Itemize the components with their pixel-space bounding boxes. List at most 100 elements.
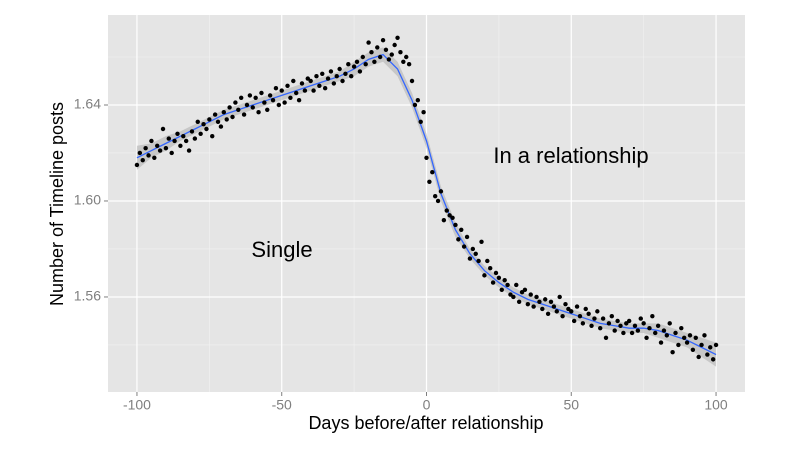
point (560, 313, 565, 319)
point (314, 73, 319, 79)
point (554, 309, 559, 314)
annotation: Single (251, 237, 312, 262)
point (647, 325, 652, 331)
points-layer (134, 35, 719, 362)
point (626, 318, 632, 324)
point (435, 198, 441, 204)
point (302, 88, 308, 93)
y-axis-title: Number of Timeline posts (47, 102, 67, 306)
point (612, 328, 617, 333)
point (354, 59, 360, 64)
point (294, 90, 299, 96)
point (247, 93, 253, 98)
point (684, 340, 690, 345)
point (157, 148, 163, 153)
point (641, 321, 646, 326)
point (531, 304, 536, 309)
point (705, 352, 710, 357)
point (186, 148, 192, 153)
point (543, 297, 548, 302)
point (606, 321, 612, 326)
point (320, 71, 325, 76)
point (586, 311, 591, 316)
point (632, 323, 638, 328)
point (525, 301, 531, 307)
point (296, 97, 302, 103)
x-tick-label: 100 (704, 397, 728, 413)
point (444, 208, 449, 213)
point (134, 162, 140, 168)
point (276, 102, 282, 108)
point (169, 150, 174, 156)
point (548, 299, 554, 304)
point (233, 100, 238, 105)
point (618, 323, 623, 328)
point (149, 138, 154, 144)
point (366, 40, 371, 45)
point (473, 251, 478, 256)
point (212, 112, 218, 117)
point (516, 299, 522, 304)
point (499, 287, 504, 292)
grid (108, 15, 745, 392)
point (493, 270, 499, 276)
point (441, 217, 447, 223)
point (401, 59, 406, 64)
point (693, 335, 698, 340)
point (386, 57, 392, 62)
point (667, 321, 672, 326)
point (673, 330, 678, 336)
point (664, 333, 670, 338)
point (349, 73, 354, 79)
point (615, 318, 620, 324)
point (551, 304, 557, 309)
point (357, 69, 363, 74)
point (421, 109, 426, 115)
point (528, 292, 533, 297)
point (470, 246, 476, 252)
point (299, 81, 305, 86)
point (566, 306, 571, 312)
point (600, 316, 606, 321)
point (456, 237, 461, 242)
y-tick-label: 1.56 (74, 288, 101, 304)
point (635, 328, 641, 333)
point (244, 102, 250, 108)
point (282, 100, 287, 105)
point (447, 213, 452, 218)
point (172, 138, 177, 144)
y-tick-label: 1.64 (74, 96, 101, 112)
point (163, 145, 169, 151)
point (221, 109, 227, 115)
point (577, 313, 583, 319)
y-tick-label: 1.60 (74, 192, 101, 208)
point (143, 145, 148, 151)
point (496, 275, 502, 280)
point (178, 143, 183, 148)
point (291, 78, 296, 84)
point (710, 357, 716, 362)
point (699, 342, 704, 348)
point (702, 333, 707, 338)
point (571, 318, 577, 324)
point (215, 119, 221, 124)
point (236, 107, 241, 112)
point (681, 335, 687, 340)
point (713, 342, 719, 348)
point (227, 105, 232, 110)
point (192, 136, 198, 141)
point (670, 349, 675, 355)
point (256, 109, 261, 115)
point (395, 35, 400, 40)
point (490, 280, 496, 285)
x-tick-label: -100 (123, 397, 151, 413)
point (325, 76, 331, 81)
ticks-layer: -100 -50 0 50 100 1.56 1.60 1.64 (74, 96, 728, 413)
point (708, 345, 713, 350)
point (204, 126, 209, 132)
point (482, 273, 487, 278)
point (155, 143, 160, 148)
point (679, 325, 684, 331)
